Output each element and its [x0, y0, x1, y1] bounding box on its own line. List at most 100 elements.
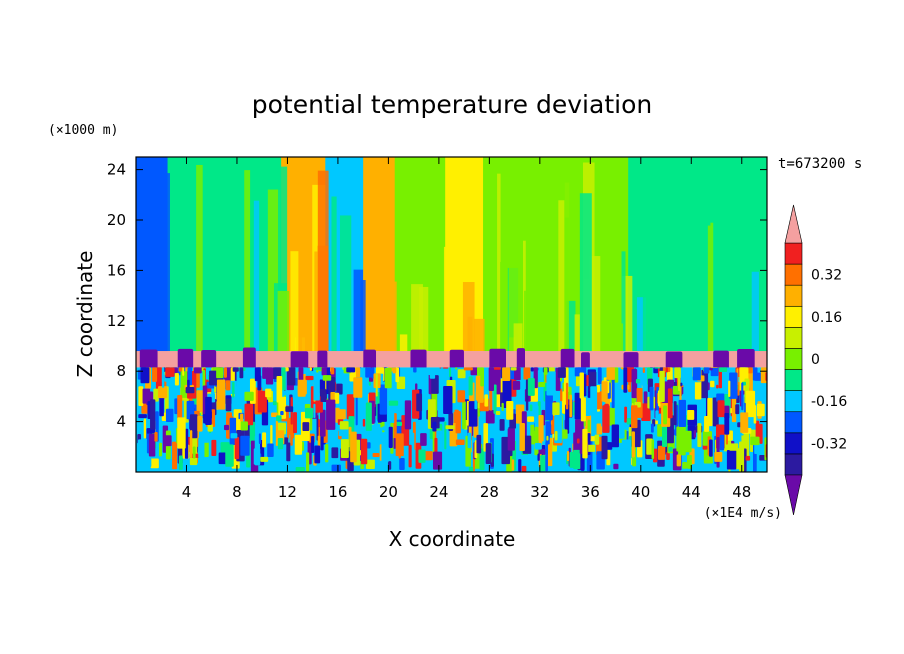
- turbulent-cell: [152, 367, 158, 382]
- turbulent-cell: [621, 439, 631, 469]
- upper-streak: [621, 275, 633, 352]
- turbulent-cell: [365, 402, 372, 431]
- turbulent-cell: [455, 367, 458, 370]
- turbulent-cell: [755, 420, 760, 442]
- turbulent-cell: [384, 367, 392, 389]
- turbulent-cell: [538, 414, 544, 442]
- turbulent-cell: [534, 426, 539, 456]
- x-tick-label: 48: [732, 483, 751, 501]
- turbulent-cell: [719, 434, 725, 451]
- band-bump: [737, 349, 755, 372]
- turbulent-cell: [519, 423, 525, 451]
- turbulent-cell: [257, 390, 267, 413]
- turbulent-cell: [336, 409, 346, 420]
- plot-frame: [135, 156, 768, 473]
- turbulent-cell: [142, 388, 151, 404]
- turbulent-cell: [750, 436, 760, 446]
- turbulent-cell: [560, 388, 563, 402]
- turbulent-cell: [162, 435, 172, 447]
- turbulent-cell: [431, 375, 439, 394]
- turbulent-cell: [178, 455, 183, 470]
- turbulent-cell: [512, 380, 521, 390]
- turbulent-cell: [193, 367, 202, 374]
- turbulent-cell: [518, 459, 522, 472]
- turbulent-cell: [540, 455, 546, 471]
- turbulent-cell: [704, 416, 710, 432]
- turbulent-cell: [709, 367, 713, 371]
- turbulent-cell: [604, 403, 609, 430]
- turbulent-cell: [365, 367, 372, 378]
- turbulent-cell: [381, 436, 389, 463]
- turbulent-cell: [474, 400, 478, 410]
- turbulent-cell: [372, 453, 380, 458]
- turbulent-cell: [716, 384, 719, 389]
- turbulent-cell: [353, 377, 363, 398]
- upper-streak: [513, 323, 523, 352]
- turbulent-cell: [582, 428, 588, 459]
- upper-streak: [428, 227, 439, 352]
- y-tick-label: 12: [107, 312, 126, 330]
- upper-streak: [508, 174, 522, 352]
- turbulent-cell: [741, 382, 744, 411]
- turbulent-cell: [290, 420, 293, 446]
- turbulent-cell: [232, 367, 239, 372]
- turbulent-cell: [362, 418, 366, 427]
- turbulent-cell: [527, 416, 535, 422]
- turbulent-cell: [735, 404, 740, 415]
- turbulent-cell: [682, 462, 688, 469]
- x-tick-label: 12: [278, 483, 297, 501]
- turbulent-cell: [331, 464, 341, 472]
- band-bump: [201, 350, 217, 373]
- turbulent-cell: [623, 367, 628, 393]
- turbulent-cell: [295, 467, 305, 472]
- turbulent-cell: [543, 367, 548, 375]
- turbulent-cell: [223, 367, 227, 378]
- turbulent-cell: [606, 367, 615, 380]
- band-bump: [713, 350, 729, 373]
- turbulent-cell: [676, 426, 686, 452]
- turbulent-cell: [485, 410, 495, 424]
- turbulent-cell: [225, 380, 231, 391]
- turbulent-cell: [530, 367, 534, 372]
- turbulent-cell: [365, 459, 375, 469]
- turbulent-cell: [480, 367, 485, 387]
- turbulent-cell: [319, 389, 327, 403]
- turbulent-cell: [680, 382, 683, 387]
- turbulent-cell: [314, 445, 321, 464]
- turbulent-cell: [573, 449, 581, 470]
- upper-streak: [500, 261, 508, 352]
- time-label: t=673200 s: [778, 156, 862, 172]
- turbulent-cell: [657, 445, 666, 460]
- turbulent-cell: [650, 423, 654, 433]
- turbulent-cell: [468, 466, 474, 472]
- turbulent-cell: [649, 386, 654, 411]
- turbulent-cell: [143, 418, 147, 439]
- turbulent-cell: [158, 442, 163, 457]
- x-tick-label: 28: [480, 483, 499, 501]
- turbulent-cell: [395, 367, 400, 383]
- turbulent-cell: [443, 385, 453, 415]
- turbulent-cell: [286, 442, 291, 462]
- turbulent-cell: [418, 449, 426, 463]
- turbulent-cell: [631, 368, 638, 399]
- turbulent-cell: [319, 409, 326, 437]
- turbulent-cell: [692, 367, 701, 381]
- turbulent-cell: [565, 382, 569, 410]
- turbulent-cell: [240, 435, 250, 456]
- turbulent-cell: [244, 391, 254, 401]
- band-bump: [489, 348, 506, 371]
- upper-streak: [467, 316, 473, 352]
- x-tick-label: 24: [429, 483, 448, 501]
- turbulent-cell: [661, 421, 668, 448]
- turbulent-cell: [651, 439, 655, 460]
- turbulent-cell: [554, 430, 558, 441]
- turbulent-cell: [511, 459, 515, 471]
- colorbar-tick-label: -0.32: [811, 436, 847, 452]
- turbulent-cell: [718, 367, 722, 389]
- turbulent-cell: [510, 367, 517, 371]
- turbulent-cell: [189, 430, 193, 458]
- turbulent-cell: [314, 367, 321, 371]
- x-tick-label: 8: [232, 483, 242, 501]
- turbulent-cell: [457, 390, 466, 403]
